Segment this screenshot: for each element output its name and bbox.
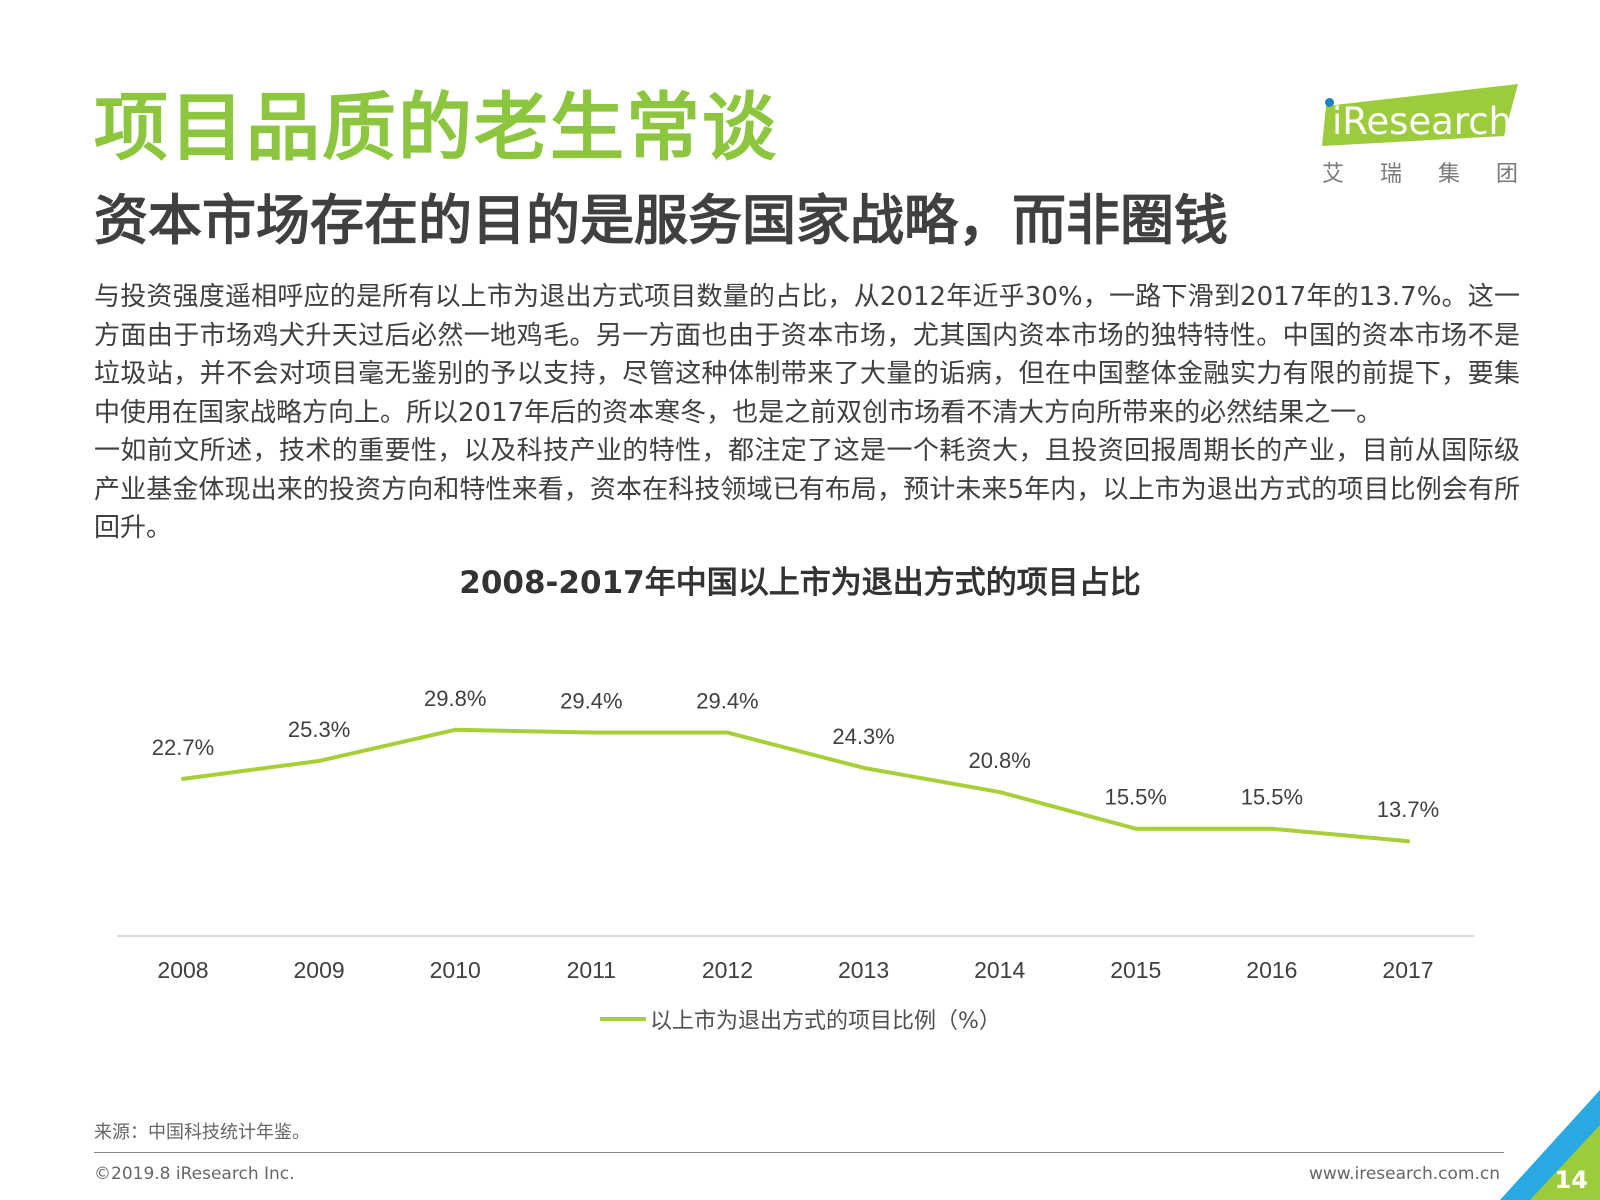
logo-banner-shape: [1322, 84, 1518, 146]
chart-legend: 以上市为退出方式的项目比例（%）: [600, 1003, 1001, 1035]
page-number: 14: [1554, 1166, 1588, 1194]
data-point: [453, 727, 458, 732]
body-paragraph-1: 与投资强度遥相呼应的是所有以上市为退出方式项目数量的占比，从2012年近乎30%…: [94, 282, 1520, 428]
page-title: 项目品质的老生常谈: [94, 85, 778, 171]
data-point: [317, 758, 322, 763]
corner-decoration: [1500, 1090, 1600, 1200]
x-tick-label: 2013: [838, 957, 889, 983]
data-label: 13.7%: [1377, 797, 1439, 822]
x-tick-label: 2012: [702, 957, 753, 983]
body-text: 与投资强度遥相呼应的是所有以上市为退出方式项目数量的占比，从2012年近乎30%…: [94, 278, 1520, 548]
logo-chinese-name: 艾 瑞 集 团: [1322, 156, 1518, 188]
logo-char: 团: [1495, 162, 1518, 187]
x-tick-label: 2009: [294, 957, 345, 983]
x-tick-label: 2014: [974, 957, 1025, 983]
legend-label: 以上市为退出方式的项目比例（%）: [650, 1009, 1001, 1034]
data-point: [1406, 839, 1410, 844]
line-chart: 2008 2009 2010 2011 2012 2013 2014 2015 2016 2017…: [117, 686, 1474, 983]
iresearch-logo: iResearch 艾 瑞 集 团: [1322, 84, 1518, 187]
x-tick-label: 2016: [1246, 957, 1297, 983]
legend-swatch: [600, 1017, 646, 1021]
data-label: 29.4%: [560, 689, 622, 714]
data-point: [1133, 826, 1138, 831]
data-label: 29.8%: [424, 686, 486, 711]
data-label: 24.3%: [832, 724, 894, 749]
logo-char: 集: [1437, 162, 1460, 187]
logo-dot-icon: [1325, 98, 1334, 107]
data-point: [1269, 826, 1274, 831]
series-line: [181, 727, 1410, 844]
source-note: 来源：中国科技统计年鉴。: [94, 1122, 310, 1143]
x-tick-label: 2010: [430, 957, 481, 983]
data-label: 29.4%: [696, 689, 758, 714]
data-point: [725, 730, 730, 735]
logo-wordmark: iResearch: [1332, 100, 1512, 143]
x-tick-label: 2008: [157, 957, 208, 983]
data-point: [861, 765, 866, 770]
data-label: 20.8%: [968, 748, 1030, 773]
data-label: 15.5%: [1105, 785, 1167, 810]
data-point: [589, 730, 594, 735]
data-label: 22.7%: [152, 735, 214, 760]
page-subtitle: 资本市场存在的目的是服务国家战略，而非圈钱: [94, 189, 1228, 252]
body-paragraph-2: 一如前文所述，技术的重要性，以及科技产业的特性，都注定了这是一个耗资大，且投资回…: [94, 436, 1520, 543]
footer-divider: [94, 1152, 1504, 1153]
logo-char: 瑞: [1379, 162, 1402, 187]
x-tick-label: 2015: [1110, 957, 1161, 983]
data-point: [997, 790, 1002, 795]
x-tick-label: 2017: [1382, 957, 1433, 983]
data-label: 25.3%: [288, 717, 350, 742]
website-link[interactable]: www.iresearch.com.cn: [1308, 1164, 1500, 1184]
x-tick-label: 2011: [567, 957, 616, 983]
copyright: ©2019.8 iResearch Inc.: [94, 1164, 295, 1184]
logo-char: 艾: [1322, 162, 1345, 187]
data-label: 15.5%: [1241, 785, 1303, 810]
data-point: [181, 776, 185, 781]
chart-title: 2008-2017年中国以上市为退出方式的项目占比: [459, 565, 1141, 601]
